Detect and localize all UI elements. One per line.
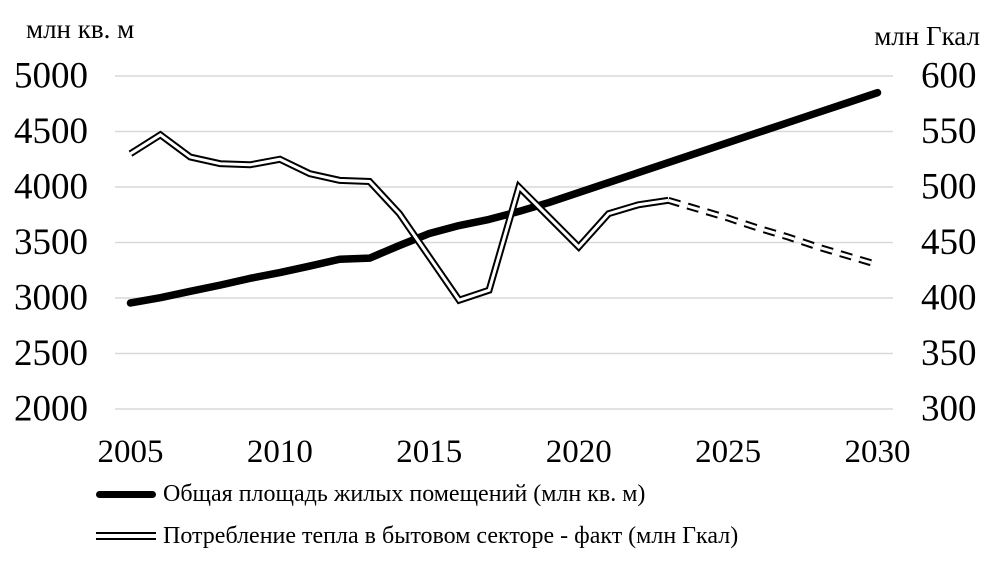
legend-label-heat-fact: Потребление тепла в бытовом секторе - фа… (163, 522, 739, 549)
series-heat-forecast-line-core (667, 198, 878, 267)
y-axis-tick-left: 5000 (14, 56, 88, 97)
series-heat-fact-line-core (129, 133, 669, 303)
x-axis-tick: 2005 (98, 434, 164, 470)
legend-item-heat-fact: Потребление тепла в бытовом секторе - фа… (96, 515, 738, 557)
series-total-area-line (126, 88, 882, 307)
y-axis-tick-left: 3000 (14, 278, 88, 319)
y-axis-tick-left: 4000 (14, 167, 88, 208)
y-axis-tick-right: 600 (921, 56, 977, 97)
legend-marker-double-line-icon (96, 532, 156, 540)
legend-marker-thick-line-icon (96, 490, 156, 498)
x-axis-tick: 2010 (247, 434, 313, 470)
y-axis-tick-left: 4500 (14, 111, 88, 152)
legend-item-total-area: Общая площадь жилых помещений (млн кв. м… (96, 473, 738, 515)
x-axis-tick: 2020 (546, 434, 612, 470)
y-axis-tick-left: 2500 (14, 333, 88, 374)
left-axis-title: млн кв. м (26, 14, 135, 44)
x-axis-tick: 2015 (396, 434, 462, 470)
y-axis-tick-right: 400 (921, 278, 977, 319)
series-heat-fact-line-outer (128, 130, 669, 305)
legend: Общая площадь жилых помещений (млн кв. м… (96, 473, 738, 557)
y-axis-tick-right: 500 (921, 167, 977, 208)
right-axis-title: млн Гкал (874, 21, 980, 51)
legend-label-total-area: Общая площадь жилых помещений (млн кв. м… (163, 480, 646, 507)
y-axis-tick-right: 350 (921, 333, 977, 374)
y-axis-tick-left: 2000 (14, 389, 88, 430)
y-axis-tick-right: 550 (921, 111, 977, 152)
y-axis-tick-left: 3500 (14, 222, 88, 263)
x-axis-tick: 2030 (845, 434, 911, 470)
y-axis-tick-right: 300 (921, 389, 977, 430)
chart-canvas: 5000 600 4500 550 4000 500 3500 450 3000 400 2500 3… (14, 56, 977, 471)
y-axis-tick-right: 450 (921, 222, 977, 263)
x-axis-tick: 2025 (695, 434, 761, 470)
